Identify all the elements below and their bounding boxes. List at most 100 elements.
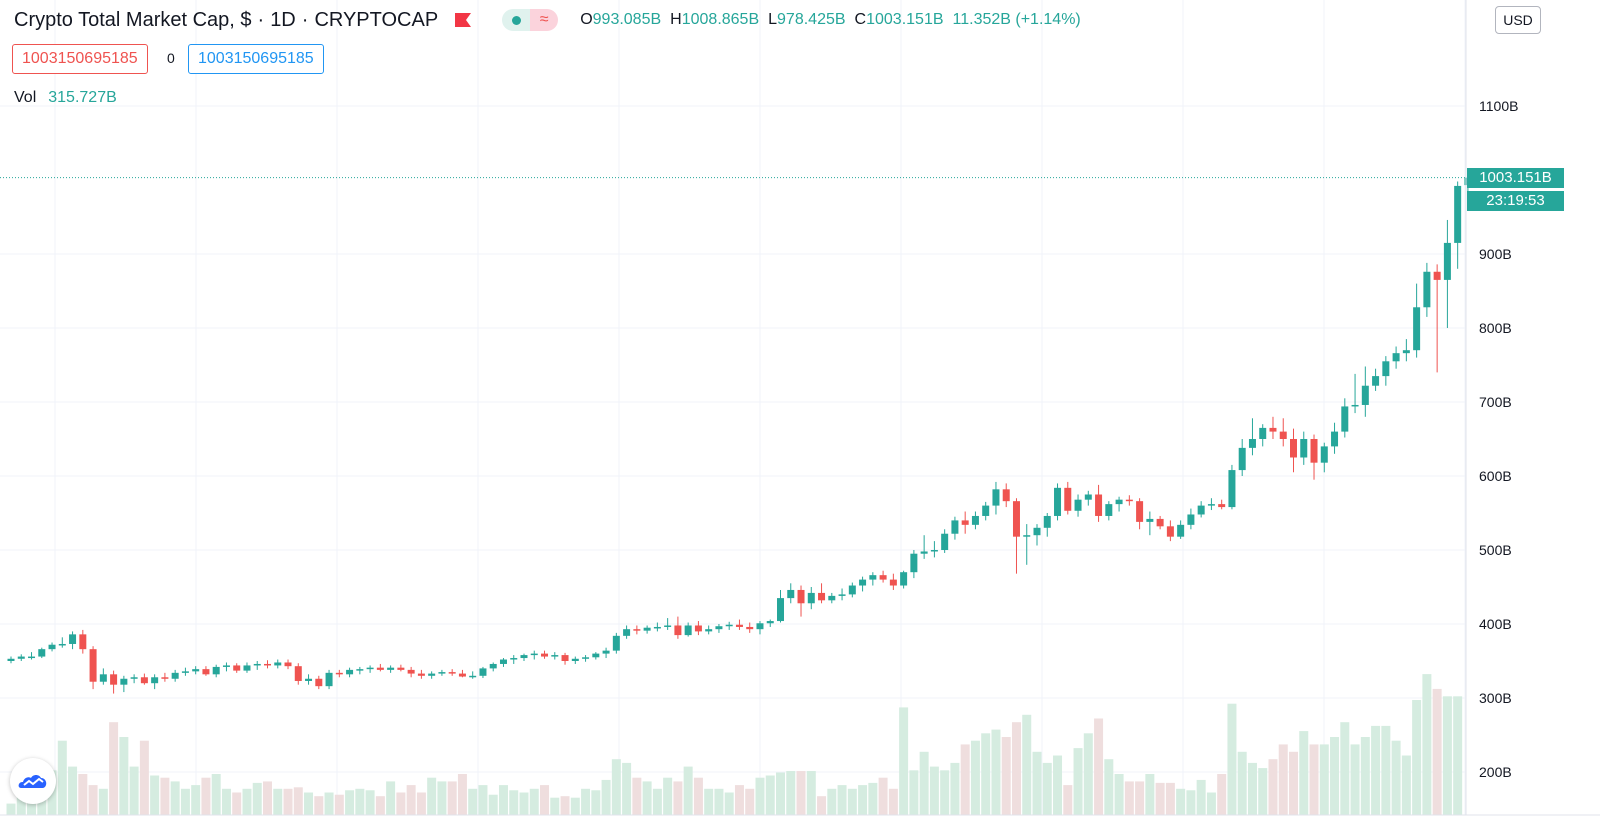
- volume-bar: [1381, 725, 1391, 815]
- candle: [951, 516, 959, 540]
- volume-bar: [365, 790, 375, 815]
- candle: [1218, 499, 1226, 510]
- candle: [541, 650, 549, 659]
- candle: [1320, 442, 1328, 473]
- volume-bar: [1083, 733, 1093, 815]
- volume-bar: [1340, 722, 1350, 815]
- candle: [305, 674, 313, 685]
- candle-body: [212, 666, 220, 675]
- candle: [869, 572, 877, 586]
- volume-bar: [68, 766, 78, 815]
- volume-bar: [765, 775, 775, 815]
- candle-body: [140, 677, 148, 684]
- candle-body: [961, 520, 969, 525]
- candle: [407, 666, 415, 678]
- y-tick-label: 700B: [1479, 394, 1512, 410]
- candle-body: [869, 575, 877, 580]
- volume-bar: [1124, 781, 1134, 815]
- candle: [900, 570, 908, 589]
- candle: [274, 659, 282, 669]
- candle-body: [48, 644, 56, 650]
- candle: [941, 529, 949, 553]
- candle: [520, 653, 528, 661]
- candle: [202, 666, 210, 676]
- volume-bar: [242, 788, 252, 815]
- flag-icon[interactable]: [454, 12, 472, 28]
- volume-bar: [1217, 774, 1227, 815]
- candle-body: [7, 658, 15, 661]
- candle-body: [623, 629, 631, 636]
- candle: [1125, 495, 1133, 506]
- candle-body: [941, 533, 949, 550]
- volume-bar: [263, 781, 272, 815]
- approx-icon[interactable]: ≈: [530, 9, 559, 31]
- candle-body: [571, 658, 579, 661]
- chart-grid: [0, 0, 1466, 815]
- volume-bar: [1165, 782, 1175, 815]
- candle: [1290, 428, 1297, 473]
- candle-body: [828, 595, 836, 601]
- volume-bar: [540, 785, 550, 815]
- candle: [551, 652, 559, 660]
- candle-body: [551, 655, 559, 657]
- candle: [592, 652, 600, 660]
- candle: [1136, 498, 1144, 530]
- candle-body: [171, 672, 179, 679]
- candle: [664, 618, 672, 630]
- dot-icon[interactable]: [502, 9, 531, 31]
- volume-bar: [796, 771, 806, 815]
- volume-bar: [529, 788, 539, 815]
- candle: [777, 589, 784, 623]
- volume-bar: [160, 777, 170, 815]
- candle: [1105, 501, 1113, 521]
- volume-bar: [437, 781, 447, 815]
- ohlc-open: O993.085B: [580, 11, 662, 28]
- candle-body: [746, 626, 754, 630]
- volume-bar: [375, 796, 385, 815]
- candle-body: [407, 669, 415, 674]
- volume-bar: [611, 759, 621, 815]
- candle: [79, 629, 87, 654]
- candle-body: [1002, 489, 1010, 502]
- candle-body: [1331, 431, 1339, 447]
- symbol-title[interactable]: Crypto Total Market Cap, $: [14, 8, 252, 31]
- candle-body: [900, 572, 908, 586]
- volume-bar: [693, 777, 703, 815]
- candle: [705, 625, 713, 635]
- volume-bar: [180, 788, 190, 815]
- candle-body: [920, 551, 928, 554]
- candle: [910, 550, 918, 579]
- interval-label[interactable]: 1D: [270, 8, 296, 31]
- volume-bar: [1104, 759, 1114, 815]
- volume-bar: [1268, 759, 1278, 815]
- candle: [838, 588, 846, 601]
- candle-body: [417, 673, 425, 676]
- candle-body: [1402, 350, 1410, 354]
- volume-bar: [1278, 744, 1288, 815]
- candle: [1177, 520, 1185, 539]
- candle-body: [541, 653, 549, 657]
- candle-body: [1290, 439, 1297, 458]
- candle: [110, 670, 118, 694]
- candle: [982, 501, 990, 521]
- candle: [448, 669, 456, 676]
- volume-bar: [1145, 774, 1155, 815]
- candle: [1269, 416, 1277, 439]
- tradingview-logo-icon[interactable]: [10, 758, 56, 804]
- candle: [1166, 520, 1174, 542]
- volume-bar: [447, 781, 457, 815]
- candle: [828, 592, 836, 604]
- currency-button[interactable]: USD: [1495, 6, 1541, 34]
- compare-toggle[interactable]: ≈: [502, 9, 559, 31]
- candle: [1382, 356, 1390, 386]
- sell-button[interactable]: 1003150695185: [12, 44, 148, 74]
- candle: [510, 655, 518, 664]
- candle: [725, 621, 733, 630]
- candle-body: [1166, 526, 1174, 537]
- buy-button[interactable]: 1003150695185: [188, 44, 324, 74]
- volume-bar: [170, 781, 180, 815]
- title-separator: ·: [257, 8, 265, 31]
- y-tick-label: 600B: [1479, 468, 1512, 484]
